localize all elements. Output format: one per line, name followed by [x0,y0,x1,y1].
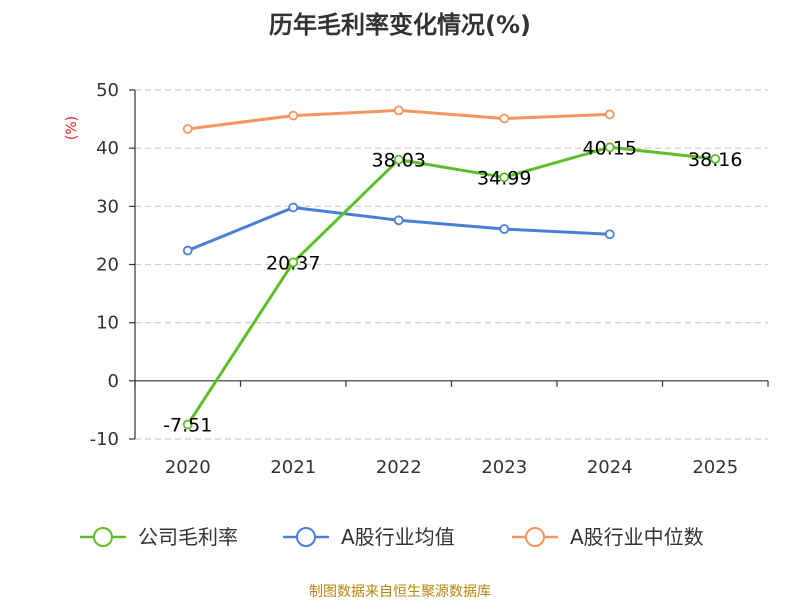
data-label: 20.37 [266,252,320,274]
y-axis-unit-label: (%) [64,116,80,140]
source-note: 制图数据来自恒生聚源数据库 [309,584,491,600]
legend: 公司毛利率 A股行业均值 A股行业中位数 [80,525,704,549]
data-point [604,229,615,240]
legend-marker [93,527,113,547]
y-tick-label: 10 [96,313,119,334]
data-point [604,109,615,120]
x-tick-label: 2025 [692,457,738,478]
legend-item[interactable]: A股行业均值 [283,525,455,549]
axes: -10 0 10 20 30 40 50 2020 2021 2022 2023 2024 2025 [90,80,769,478]
x-tick-label: 2020 [165,457,211,478]
data-point [710,153,721,164]
data-point [288,110,299,121]
data-point [604,142,615,153]
data-point [182,124,193,134]
data-point [393,154,404,165]
grid-lines [135,89,768,440]
legend-marker [525,527,545,547]
data-point [182,419,193,430]
legend-marker [296,527,316,547]
x-tick-label: 2022 [376,457,422,478]
legend-label: A股行业均值 [341,525,455,549]
x-tick-label: 2023 [481,457,527,478]
data-label: 38.03 [372,150,426,172]
data-point [393,105,404,116]
x-tick-label: 2024 [587,457,633,478]
data-point [288,257,299,268]
series-line [187,205,610,252]
legend-label: A股行业中位数 [570,525,704,549]
y-tick-label: 30 [96,196,119,217]
y-tick-label: 50 [96,80,119,101]
data-label: 40.15 [583,137,637,159]
legend-label: 公司毛利率 [138,525,238,549]
data-point [393,215,404,226]
data-point [182,245,193,256]
series-line [186,145,716,426]
data-label: -7.51 [163,415,212,437]
y-tick-label: 20 [96,255,119,276]
series-points [182,105,721,430]
data-point [499,224,510,234]
y-tick-label: 40 [96,138,119,159]
y-tick-label: -10 [90,429,119,450]
data-point [499,172,510,183]
data-label: 34.99 [477,167,531,189]
y-tick-label: 0 [108,371,119,392]
chart-title: 历年毛利率变化情况(%) [269,11,531,39]
legend-item[interactable]: 公司毛利率 [80,525,238,549]
data-point [499,113,510,124]
data-label: 38.16 [688,149,742,171]
legend-item[interactable]: A股行业中位数 [512,525,704,549]
x-tick-label: 2021 [270,457,316,478]
data-point [288,202,299,213]
data-labels: -7.51 20.37 38.03 34.99 40.15 38.16 [163,137,742,436]
